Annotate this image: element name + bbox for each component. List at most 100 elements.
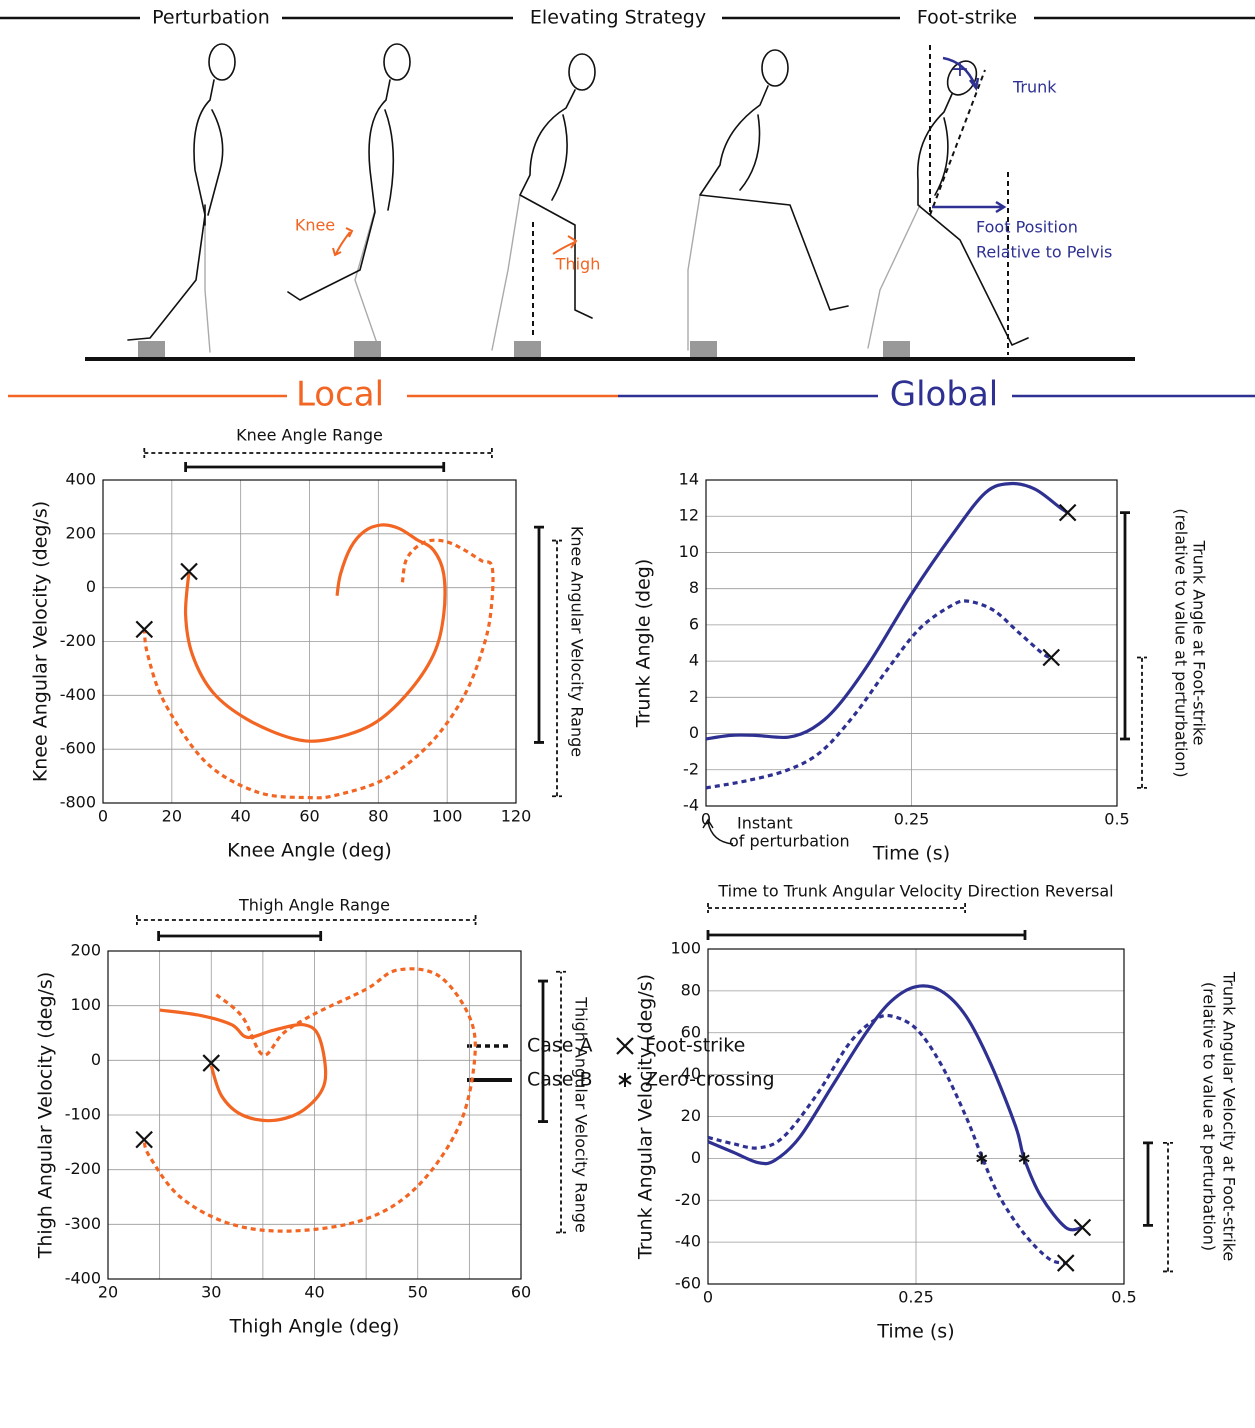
y-tick-label: -400 — [60, 685, 96, 704]
x-axis-label: Time (s) — [876, 1321, 954, 1343]
zero-crossing-marker — [1018, 1152, 1030, 1165]
y-tick-label: -4 — [683, 796, 699, 815]
range-label: (relative to value at perturbation) — [1200, 982, 1219, 1251]
x-tick-label: 0 — [703, 1288, 713, 1307]
y-tick-label: -200 — [60, 631, 96, 650]
plot-frame — [707, 948, 1125, 1285]
range-label: Trunk Angular Velocity at Foot-strike — [1220, 971, 1239, 1261]
y-range-bar — [534, 525, 544, 744]
annotation: Trunk — [1012, 78, 1057, 97]
y-tick-label: -200 — [65, 1159, 101, 1178]
annotation: + — [951, 57, 969, 82]
plot-frame — [102, 479, 517, 804]
section-label: Global — [890, 375, 998, 415]
foot-strike-marker — [202, 1054, 221, 1072]
x-tick-label: 40 — [304, 1283, 324, 1302]
y-tick-label: 40 — [681, 1064, 701, 1083]
y-axis-label: Trunk Angle (deg) — [633, 559, 655, 729]
y-tick-label: 0 — [689, 723, 699, 742]
y-tick-label: -40 — [675, 1232, 701, 1251]
zero-crossing-marker — [976, 1152, 988, 1165]
y-tick-label: 60 — [681, 1022, 701, 1041]
y-tick-label: 0 — [86, 577, 96, 596]
y-tick-label: -2 — [683, 759, 699, 778]
series-line — [142, 538, 495, 800]
x-tick-label: 120 — [501, 807, 532, 826]
range-label: (relative to value at perturbation) — [1172, 508, 1191, 777]
phase-label: Perturbation — [152, 7, 270, 29]
walker-figures — [85, 43, 1135, 361]
x-tick-label: 0.25 — [894, 810, 930, 829]
y-tick-label: -20 — [675, 1190, 701, 1209]
plot-frame — [107, 950, 522, 1280]
x-tick-label: 60 — [511, 1283, 531, 1302]
y-tick-label: 100 — [70, 995, 101, 1014]
y-tick-label: -600 — [60, 739, 96, 758]
x-tick-label: 60 — [299, 807, 319, 826]
series-line — [183, 523, 447, 743]
annotation: Foot Position — [976, 218, 1078, 237]
x-axis-label: Time (s) — [872, 843, 950, 865]
range-label: Knee Angle Range — [236, 426, 383, 445]
y-tick-label: 10 — [679, 542, 699, 561]
x-range-bar — [143, 448, 493, 458]
series-line — [705, 481, 1069, 741]
foot-strike-marker — [1058, 503, 1077, 522]
plot-frame — [705, 479, 1118, 807]
y-tick-label: 80 — [681, 980, 701, 999]
range-label: Time to Trunk Angular Velocity Direction… — [717, 882, 1113, 901]
series-line — [159, 1008, 328, 1123]
annotation: of perturbation — [729, 832, 850, 851]
legend: Case A Case B Foot-strike Zero-crossing — [467, 1035, 775, 1091]
y-tick-label: -400 — [65, 1269, 101, 1288]
y-range-bar — [538, 979, 548, 1123]
y-tick-label: 6 — [689, 614, 699, 633]
x-tick-label: 0.5 — [1104, 810, 1129, 829]
x-range-bar — [706, 930, 1027, 940]
annotation-arrow — [702, 818, 734, 845]
y-tick-label: -300 — [65, 1214, 101, 1233]
foot-strike-marker — [1073, 1218, 1092, 1237]
annotation: Knee — [295, 216, 335, 235]
x-tick-label: 0 — [98, 807, 108, 826]
annotation: Instant — [737, 814, 793, 833]
foot-strike-marker — [135, 620, 154, 639]
y-range-bar — [1163, 1141, 1173, 1273]
x-tick-label: 0.25 — [898, 1288, 934, 1307]
foot-strike-marker — [1056, 1254, 1075, 1272]
foot-strike-marker — [135, 1130, 153, 1149]
x-tick-label: 40 — [230, 807, 250, 826]
x-range-bar — [157, 931, 323, 941]
y-tick-label: 400 — [65, 470, 96, 489]
x-tick-label: 20 — [162, 807, 182, 826]
y-axis-label: Trunk Angular Velocity (deg/s) — [635, 974, 657, 1260]
phase-label: Foot-strike — [917, 7, 1017, 29]
y-axis-label: Thigh Angular Velocity (deg/s) — [35, 972, 57, 1260]
y-tick-label: 0 — [91, 1050, 101, 1069]
range-label: Trunk Angle at Foot-strike — [1190, 540, 1209, 746]
y-axis-label: Knee Angular Velocity (deg/s) — [30, 501, 52, 782]
x-range-bar — [184, 462, 446, 472]
y-tick-label: 200 — [65, 523, 96, 542]
x-range-bar — [136, 915, 477, 925]
x-axis-label: Thigh Angle (deg) — [229, 1316, 400, 1338]
y-range-bar — [1120, 511, 1130, 741]
y-tick-label: 14 — [679, 470, 699, 489]
x-tick-label: 50 — [408, 1283, 428, 1302]
y-tick-label: 0 — [691, 1148, 701, 1167]
y-tick-label: 20 — [681, 1106, 701, 1125]
series-line — [707, 1013, 1067, 1265]
y-tick-label: -100 — [65, 1105, 101, 1124]
range-label: Knee Angular Velocity Range — [568, 526, 587, 757]
y-range-bar — [552, 539, 562, 798]
legend-label: Zero-crossing — [645, 1069, 775, 1091]
y-tick-label: -60 — [675, 1274, 701, 1293]
x-axis-label: Knee Angle (deg) — [227, 840, 392, 862]
section-label: Local — [296, 375, 384, 415]
phase-label: Elevating Strategy — [530, 7, 706, 29]
y-tick-label: -800 — [60, 793, 96, 812]
legend-label: Foot-strike — [645, 1035, 745, 1057]
x-range-bar — [707, 903, 966, 913]
obstacles — [138, 341, 910, 358]
